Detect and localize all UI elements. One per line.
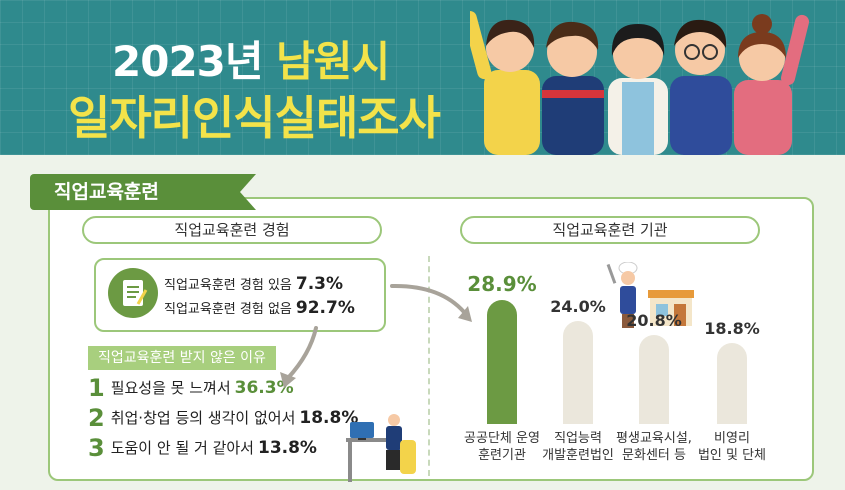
- bar-category-line: 개발훈련법인: [542, 448, 614, 463]
- bar-category-line: 평생교육시설,: [616, 431, 692, 446]
- people-illustration: [470, 10, 810, 155]
- reason-number: 1: [88, 374, 105, 402]
- bar-1: [487, 299, 517, 424]
- experience-no-label: 직업교육훈련 경험 없음: [164, 302, 292, 317]
- bar-category-line: 직업능력: [554, 431, 602, 446]
- reasons-title: 직업교육훈련 받지 않은 이유: [88, 346, 276, 370]
- reason-item: 3 도움이 안 될 거 같아서 13.8%: [88, 434, 317, 462]
- bar-4: [717, 343, 747, 424]
- title-city: 남원시: [276, 37, 390, 86]
- experience-no-value: 92.7%: [295, 298, 355, 318]
- reason-label: 필요성을 못 느껴서: [110, 379, 231, 397]
- reason-value: 18.8%: [299, 408, 359, 428]
- bar-value-label-4: 18.8%: [704, 319, 760, 339]
- chef-illustration: [606, 262, 694, 328]
- institution-pill-label: 직업교육훈련 기관: [460, 216, 760, 244]
- title-line-2: 일자리인식실태조사: [68, 91, 441, 145]
- experience-yes-value: 7.3%: [295, 274, 344, 294]
- office-worker-illustration: [346, 414, 416, 482]
- reason-label: 취업·창업 등의 생각이 없어서: [110, 409, 296, 427]
- bar-value-label-2: 24.0%: [550, 296, 606, 316]
- experience-yes-label: 직업교육훈련 경험 있음: [164, 278, 292, 293]
- bar-category-line: 비영리: [714, 431, 750, 446]
- bar-value-label-3: 20.8%: [626, 310, 682, 330]
- section-title: 직업교육훈련: [30, 174, 256, 210]
- reason-item: 2 취업·창업 등의 생각이 없어서 18.8%: [88, 404, 358, 432]
- header-banner: 2023년 남원시 일자리인식실태조사: [0, 0, 845, 155]
- title-line-1: 2023년 남원시: [112, 28, 390, 89]
- bar-2: [563, 320, 593, 424]
- experience-pill-label: 직업교육훈련 경험: [82, 216, 382, 244]
- reason-label: 도움이 안 될 거 같아서: [110, 439, 254, 457]
- title-year: 2023년: [112, 37, 264, 86]
- reason-value: 36.3%: [234, 378, 294, 398]
- reason-item: 1 필요성을 못 느껴서 36.3%: [88, 374, 294, 402]
- bar-category-line: 법인 및 단체: [697, 448, 767, 463]
- bar-3: [639, 334, 669, 424]
- experience-no: 직업교육훈련 경험 없음 92.7%: [164, 298, 355, 318]
- reason-number: 2: [88, 404, 105, 432]
- reason-value: 13.8%: [257, 438, 317, 458]
- bar-category-line: 공공단체 운영: [464, 431, 540, 446]
- document-icon: [108, 268, 158, 318]
- bar-value-label-1: 28.9%: [467, 271, 537, 296]
- bar-category-line: 문화센터 등: [622, 448, 686, 463]
- bar-category-line: 훈련기관: [478, 448, 526, 463]
- reason-number: 3: [88, 434, 105, 462]
- experience-yes: 직업교육훈련 경험 있음 7.3%: [164, 274, 343, 294]
- bar-category-label-3: 평생교육시설, 문화센터 등: [599, 430, 709, 464]
- content-panel: [48, 197, 814, 481]
- column-divider: [428, 256, 430, 476]
